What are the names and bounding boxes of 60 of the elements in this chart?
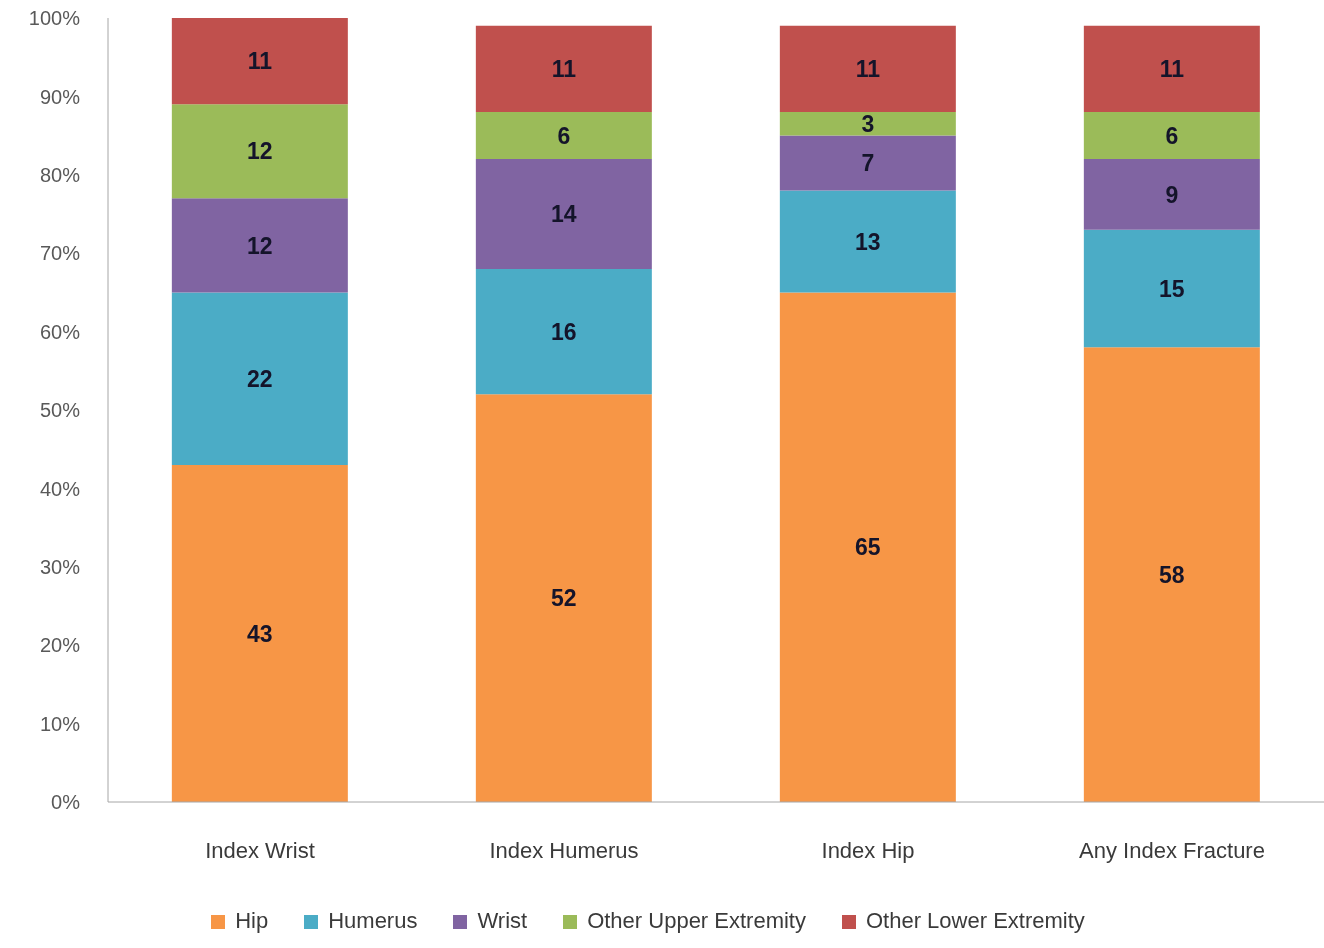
bar — [779, 190, 956, 293]
legend-label: Hip — [235, 908, 269, 933]
y-tick-label: 20% — [39, 634, 81, 657]
x-tick-label: Index Wrist — [205, 837, 315, 863]
data-label: 14 — [551, 201, 577, 228]
bar — [475, 159, 652, 269]
y-tick-label: 50% — [39, 399, 81, 422]
x-tick-label: Index Hip — [821, 837, 915, 863]
data-label: 22 — [247, 365, 273, 392]
bar — [171, 104, 348, 199]
data-label: 6 — [1165, 122, 1179, 149]
data-label: 11 — [551, 56, 577, 83]
bar — [171, 18, 348, 105]
bar — [1083, 229, 1260, 348]
bar — [475, 268, 652, 395]
legend-label: Humerus — [328, 908, 418, 933]
legend-label: Other Lower Extremity — [865, 908, 1085, 933]
x-tick-label: Index Humerus — [489, 837, 639, 863]
y-tick-label: 60% — [39, 320, 81, 343]
bar — [171, 198, 348, 293]
bar — [1083, 25, 1260, 113]
y-tick-label: 80% — [39, 163, 81, 186]
y-tick-label: 100% — [28, 7, 81, 30]
bar — [779, 135, 956, 191]
y-tick-label: 10% — [39, 712, 81, 735]
legend-label: Wrist — [477, 908, 528, 933]
data-label: 52 — [551, 585, 577, 612]
bar — [779, 292, 956, 802]
data-label: 11 — [247, 48, 273, 75]
data-label: 13 — [855, 228, 881, 255]
bar — [1083, 347, 1260, 802]
data-label: 3 — [861, 111, 875, 138]
bar — [475, 112, 652, 160]
legend-label: Other Upper Extremity — [587, 908, 806, 933]
data-label: 16 — [551, 318, 577, 345]
y-tick-label: 0% — [51, 791, 81, 814]
data-label: 43 — [247, 620, 273, 647]
bar — [779, 112, 956, 136]
data-label: 15 — [1159, 275, 1185, 302]
bar — [1083, 159, 1260, 230]
bar — [779, 25, 956, 113]
x-tick-label: Any Index Fracture — [1079, 837, 1265, 863]
data-label: 6 — [557, 122, 571, 149]
bar — [171, 292, 348, 465]
data-label: 12 — [247, 138, 273, 165]
data-label: 11 — [855, 56, 881, 83]
data-label: 58 — [1159, 561, 1185, 588]
data-label: 65 — [855, 534, 881, 561]
y-tick-label: 70% — [39, 242, 81, 265]
bar — [171, 464, 348, 802]
bar — [1083, 112, 1260, 160]
data-label: 11 — [1159, 56, 1185, 83]
data-label: 12 — [247, 232, 273, 259]
bar — [475, 394, 652, 802]
bar — [475, 25, 652, 113]
data-label: 9 — [1165, 181, 1179, 208]
y-tick-label: 30% — [39, 555, 81, 578]
y-tick-label: 90% — [39, 85, 81, 108]
data-label: 7 — [861, 150, 875, 177]
y-tick-label: 40% — [39, 477, 81, 500]
